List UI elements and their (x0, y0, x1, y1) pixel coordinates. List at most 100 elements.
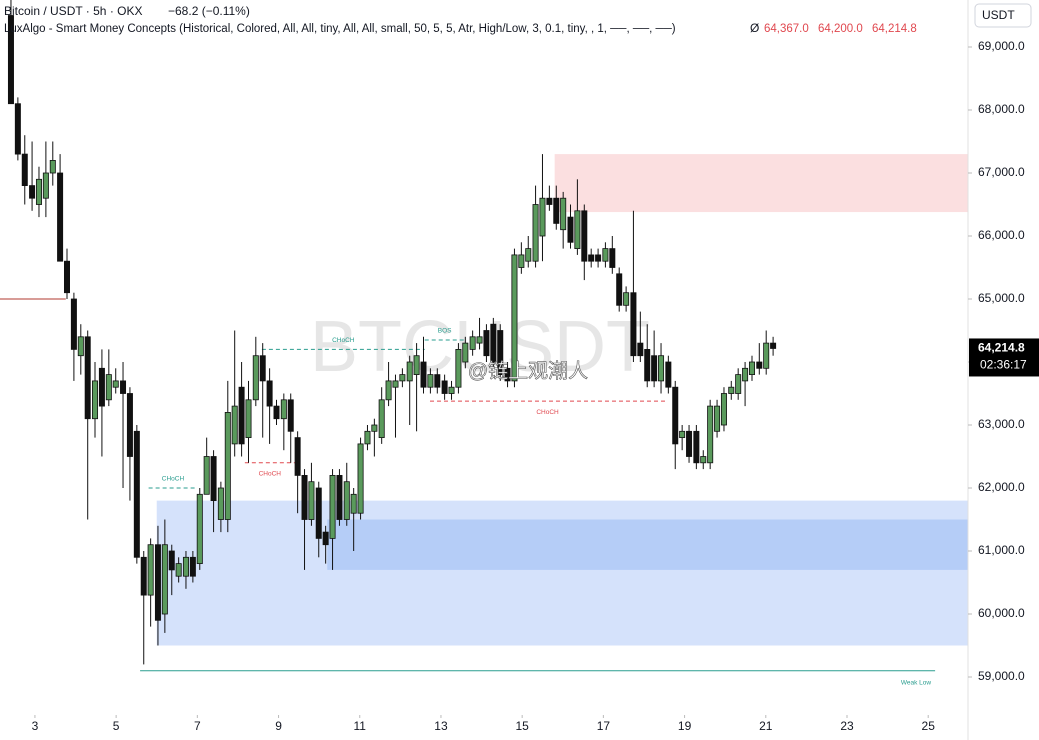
indicator: LuxAlgo - Smart Money Concepts (Historic… (4, 23, 676, 35)
y-tick-label: 59,000.0 (978, 669, 1025, 683)
candle-body (126, 393, 133, 457)
candle-body (120, 380, 127, 394)
candle-body (504, 367, 511, 382)
candle-body (203, 456, 210, 495)
candle-body (469, 336, 476, 350)
candle-body (140, 556, 147, 596)
candle-body (462, 342, 469, 363)
candle-body (623, 292, 630, 306)
candle-body (57, 172, 64, 262)
candle-body (77, 336, 84, 357)
candle-body (490, 323, 497, 363)
candle-body (14, 103, 21, 155)
candle-body (476, 336, 483, 344)
candle-body (84, 336, 91, 420)
candle-body (224, 412, 231, 520)
x-tick-label: 13 (434, 719, 448, 733)
candle-body (259, 355, 266, 382)
x-tick-label: 9 (275, 719, 282, 733)
candle-body (238, 386, 245, 445)
candle-body (231, 405, 238, 445)
candle-body (714, 405, 721, 432)
candle-body (413, 355, 420, 376)
x-tick-label: 21 (759, 719, 773, 733)
candle-body (497, 330, 504, 376)
y-tick-label: 60,000.0 (978, 606, 1025, 620)
candle-body (399, 374, 406, 382)
candle-body (154, 544, 161, 621)
candle-body (567, 216, 574, 243)
candle-body (693, 430, 700, 464)
candle-body (252, 355, 259, 401)
symbol: Bitcoin / USDT · 5h · OKX (4, 4, 143, 18)
candle-body (322, 531, 329, 546)
indicator-value: 64,214.8 (872, 23, 917, 35)
zone (327, 519, 969, 570)
candle-body (595, 254, 602, 262)
currency-button[interactable] (974, 3, 1032, 28)
candle-body (392, 380, 399, 388)
candle-body (287, 399, 294, 432)
structure-label: CHoCH (536, 409, 559, 416)
currency[interactable]: USDT (982, 8, 1015, 22)
candle-body (539, 197, 546, 237)
candle-body (196, 493, 203, 565)
candle-body (329, 475, 336, 539)
candle-body (560, 197, 567, 231)
candle-body (448, 386, 455, 394)
candle-body (308, 481, 315, 520)
indicator-value: 64,200.0 (818, 23, 863, 35)
candle-body (98, 367, 105, 407)
y-tick-label: 63,000.0 (978, 417, 1025, 431)
candle-body (756, 361, 763, 369)
y-tick-label: 67,000.0 (978, 165, 1025, 179)
structure-label: Weak Low (901, 679, 932, 686)
candle-body (133, 430, 140, 558)
candle-body (92, 380, 99, 420)
candle-body (742, 367, 749, 382)
y-tick-label: 66,000.0 (978, 228, 1025, 242)
candle-body (546, 197, 553, 205)
last-price-box (969, 338, 1039, 377)
structure-label: CHoCH (332, 337, 355, 344)
candle-body (273, 405, 280, 420)
countdown: 02:36:17 (980, 358, 1027, 372)
candle-body (371, 424, 378, 432)
candle-body (49, 160, 56, 174)
candle-body (147, 544, 154, 596)
candle-body (350, 493, 357, 514)
candle-body (266, 380, 273, 407)
indicator-sign: Ø (750, 21, 759, 35)
y-tick-label: 69,000.0 (978, 39, 1025, 53)
candle-body (63, 260, 70, 294)
candle-body (406, 361, 413, 382)
candle-body (161, 544, 168, 615)
x-tick-label: 15 (515, 719, 529, 733)
structure-label: BOS (438, 328, 452, 335)
candle-body (280, 399, 287, 420)
candle-body (602, 248, 609, 262)
candle-body (532, 204, 539, 262)
candle-body (720, 393, 727, 426)
candle-body (665, 361, 672, 388)
candle-body (21, 153, 28, 187)
candle-body (182, 556, 189, 577)
candle-body (168, 550, 175, 571)
x-tick-label: 7 (194, 719, 201, 733)
structure-label: CHoCH (162, 476, 185, 483)
x-tick-label: 3 (32, 719, 39, 733)
candle-body (385, 380, 392, 401)
candle-body (7, 15, 14, 105)
candle-body (455, 349, 462, 388)
candle-body (245, 399, 252, 439)
candle-body (29, 185, 36, 199)
credit: @链上观潮人 (468, 359, 588, 382)
x-tick-label: 25 (922, 719, 936, 733)
x-tick-label: 23 (840, 719, 854, 733)
y-tick-label: 68,000.0 (978, 102, 1025, 116)
candle-body (651, 355, 658, 382)
candle-body (301, 475, 308, 520)
candle-body (658, 355, 665, 382)
